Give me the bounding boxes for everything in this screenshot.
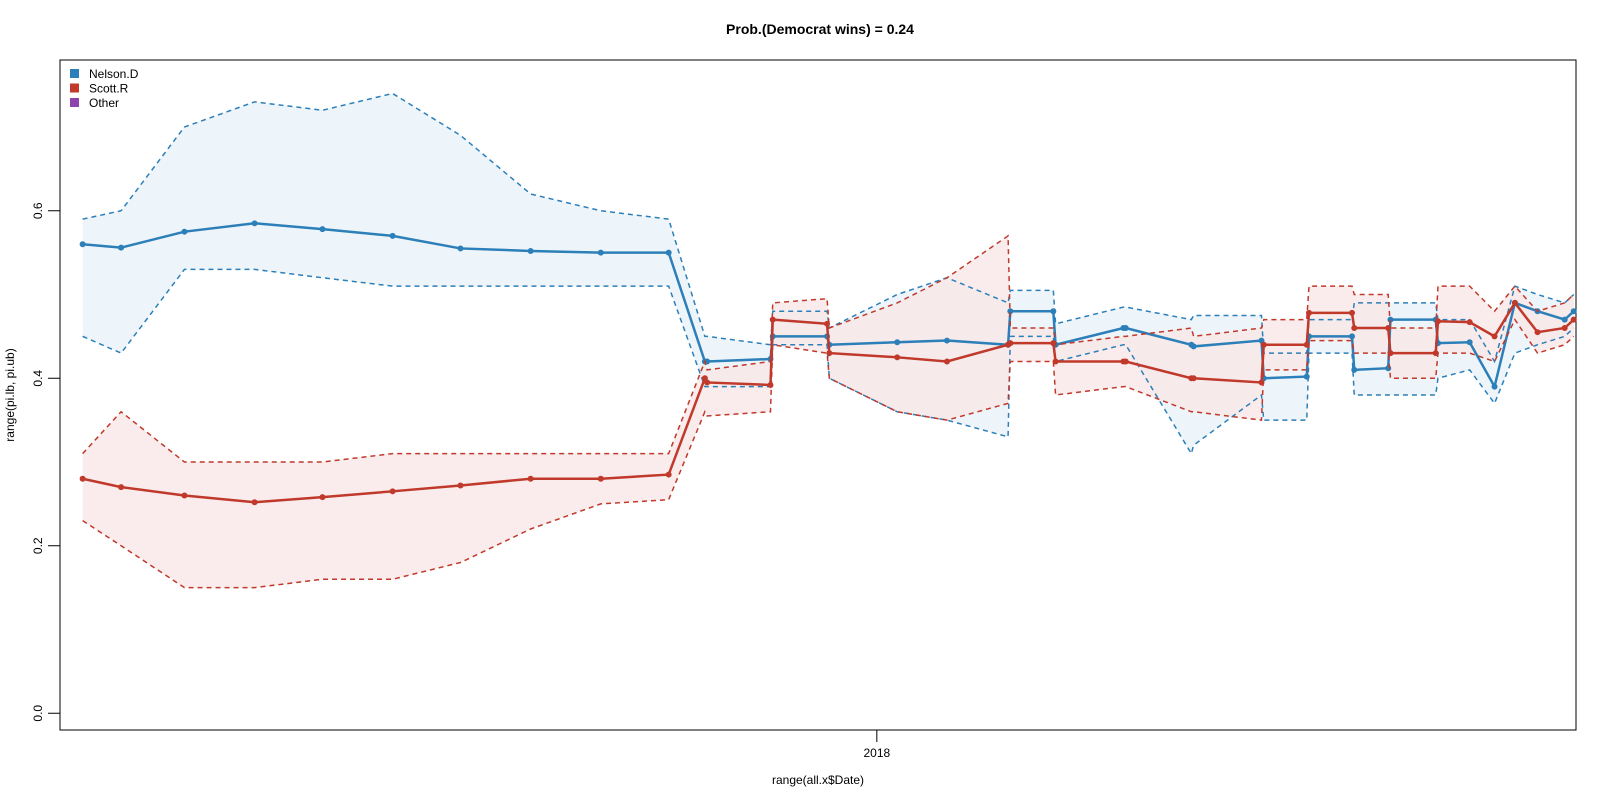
data-point: [665, 471, 672, 478]
data-point: [79, 475, 86, 482]
upper-bound-line-nelson-d: [82, 92, 1575, 364]
data-point: [1303, 373, 1310, 380]
confidence-band-nelson-d: [82, 93, 1574, 454]
data-point: [665, 249, 672, 256]
data-point: [251, 220, 258, 227]
data-point: [1122, 358, 1129, 365]
data-point: [457, 245, 464, 252]
data-point: [319, 494, 326, 501]
data-point: [1258, 379, 1265, 386]
data-point: [389, 488, 396, 495]
data-point: [1351, 325, 1358, 331]
data-point: [1351, 366, 1358, 373]
data-point: [1190, 343, 1197, 350]
data-point: [1348, 309, 1355, 316]
legend-label: Nelson.D: [89, 67, 139, 81]
data-point: [319, 226, 326, 233]
plot-frame: [59, 59, 1577, 731]
data-point: [118, 244, 125, 251]
data-point: [769, 316, 776, 323]
data-point: [181, 228, 188, 235]
data-point: [389, 232, 396, 239]
data-point: [1387, 350, 1394, 357]
legend-swatch: [70, 98, 79, 107]
data-point: [1434, 318, 1441, 325]
data-point: [824, 320, 831, 327]
y-tick-label: 0.2: [31, 537, 45, 554]
data-point: [1534, 329, 1541, 336]
confidence-band-scott-r: [82, 235, 1574, 588]
data-point: [1491, 383, 1498, 390]
data-point: [118, 484, 125, 491]
legend-swatch: [70, 83, 79, 93]
data-point: [79, 241, 86, 248]
lower-bound-line-scott-r: [82, 318, 1575, 589]
data-point: [1050, 308, 1057, 315]
data-point: [1511, 299, 1518, 306]
x-tick-label: 2018: [863, 746, 890, 760]
data-point: [597, 475, 604, 482]
data-point: [1570, 316, 1577, 323]
data-point: [181, 492, 188, 499]
y-tick-label: 0.6: [31, 202, 45, 219]
data-point: [1561, 325, 1568, 331]
data-point: [1190, 375, 1197, 382]
data-point: [826, 350, 833, 357]
data-point: [1432, 350, 1439, 357]
data-point: [527, 247, 534, 254]
confidence-bands: [82, 93, 1574, 588]
data-point: [1385, 325, 1392, 331]
data-point: [1387, 316, 1394, 323]
data-point: [1303, 341, 1310, 348]
data-point: [894, 339, 901, 346]
data-point: [1348, 333, 1355, 340]
data-point: [1306, 309, 1313, 316]
y-tick-label: 0.4: [31, 370, 45, 387]
data-point: [1007, 308, 1014, 315]
x-axis-label: range(all.x$Date): [772, 773, 864, 787]
legend-swatch: [70, 69, 79, 78]
data-point: [767, 381, 774, 388]
data-point: [1466, 339, 1473, 346]
y-axis: 0.0 0.2 0.4 0.6: [31, 202, 60, 722]
data-point: [704, 379, 711, 386]
data-point: [1491, 333, 1498, 340]
data-point: [943, 358, 950, 365]
x-axis: 2018: [863, 730, 890, 760]
data-point: [457, 482, 464, 489]
data-point: [894, 354, 901, 361]
legend-label: Other: [89, 96, 119, 110]
data-point: [1561, 316, 1568, 323]
data-point: [1570, 308, 1577, 315]
data-point: [527, 475, 534, 482]
data-point: [1260, 341, 1267, 348]
legend-label: Scott.R: [89, 82, 129, 96]
upper-bound-line-scott-r: [82, 234, 1575, 463]
data-point: [1122, 325, 1129, 331]
data-point: [1007, 340, 1014, 347]
data-point: [251, 499, 258, 506]
chart-title: Prob.(Democrat wins) = 0.24: [726, 21, 914, 37]
data-point: [1052, 358, 1059, 365]
data-point: [1466, 319, 1473, 326]
y-tick-label: 0.0: [31, 705, 45, 722]
data-point: [943, 337, 950, 344]
y-axis-label: range(pi.lb, pi.ub): [3, 348, 17, 441]
series-lines: [79, 92, 1577, 589]
data-point: [1050, 340, 1057, 347]
series-line-scott-r: [82, 300, 1575, 504]
data-point: [597, 249, 604, 256]
